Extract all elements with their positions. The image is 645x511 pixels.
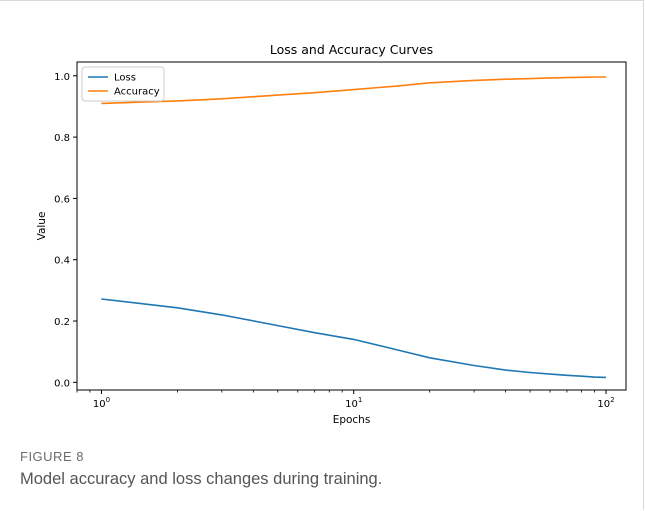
- x-tick-label: 100: [93, 396, 110, 410]
- y-axis-label: Value: [36, 212, 48, 241]
- x-axis-label: Epochs: [333, 414, 371, 426]
- chart-title: Loss and Accuracy Curves: [270, 42, 433, 57]
- y-tick-label: 0.8: [54, 133, 70, 144]
- figure-caption: Model accuracy and loss changes during t…: [20, 470, 383, 488]
- y-tick-label: 0.0: [54, 378, 70, 389]
- series-line-loss: [101, 298, 607, 379]
- legend: Loss Accuracy: [81, 66, 165, 102]
- chart: Loss and Accuracy Curves 0.0 0.2 0.4 0.6 0.8 1…: [36, 42, 627, 426]
- y-tick-label: 0.6: [54, 194, 70, 205]
- x-tick-label: 102: [597, 396, 614, 410]
- x-tick-label: 101: [345, 396, 362, 410]
- legend-label-accuracy: Accuracy: [114, 87, 160, 98]
- figure-label: FIGURE 8: [20, 449, 84, 464]
- plot-frame: [76, 61, 627, 391]
- legend-label-loss: Loss: [114, 73, 136, 84]
- y-tick-label: 0.2: [54, 317, 70, 328]
- legend-box: [81, 66, 165, 102]
- y-tick-label: 1.0: [54, 72, 70, 83]
- series-line-accuracy: [101, 76, 606, 105]
- y-tick-label: 0.4: [54, 256, 70, 267]
